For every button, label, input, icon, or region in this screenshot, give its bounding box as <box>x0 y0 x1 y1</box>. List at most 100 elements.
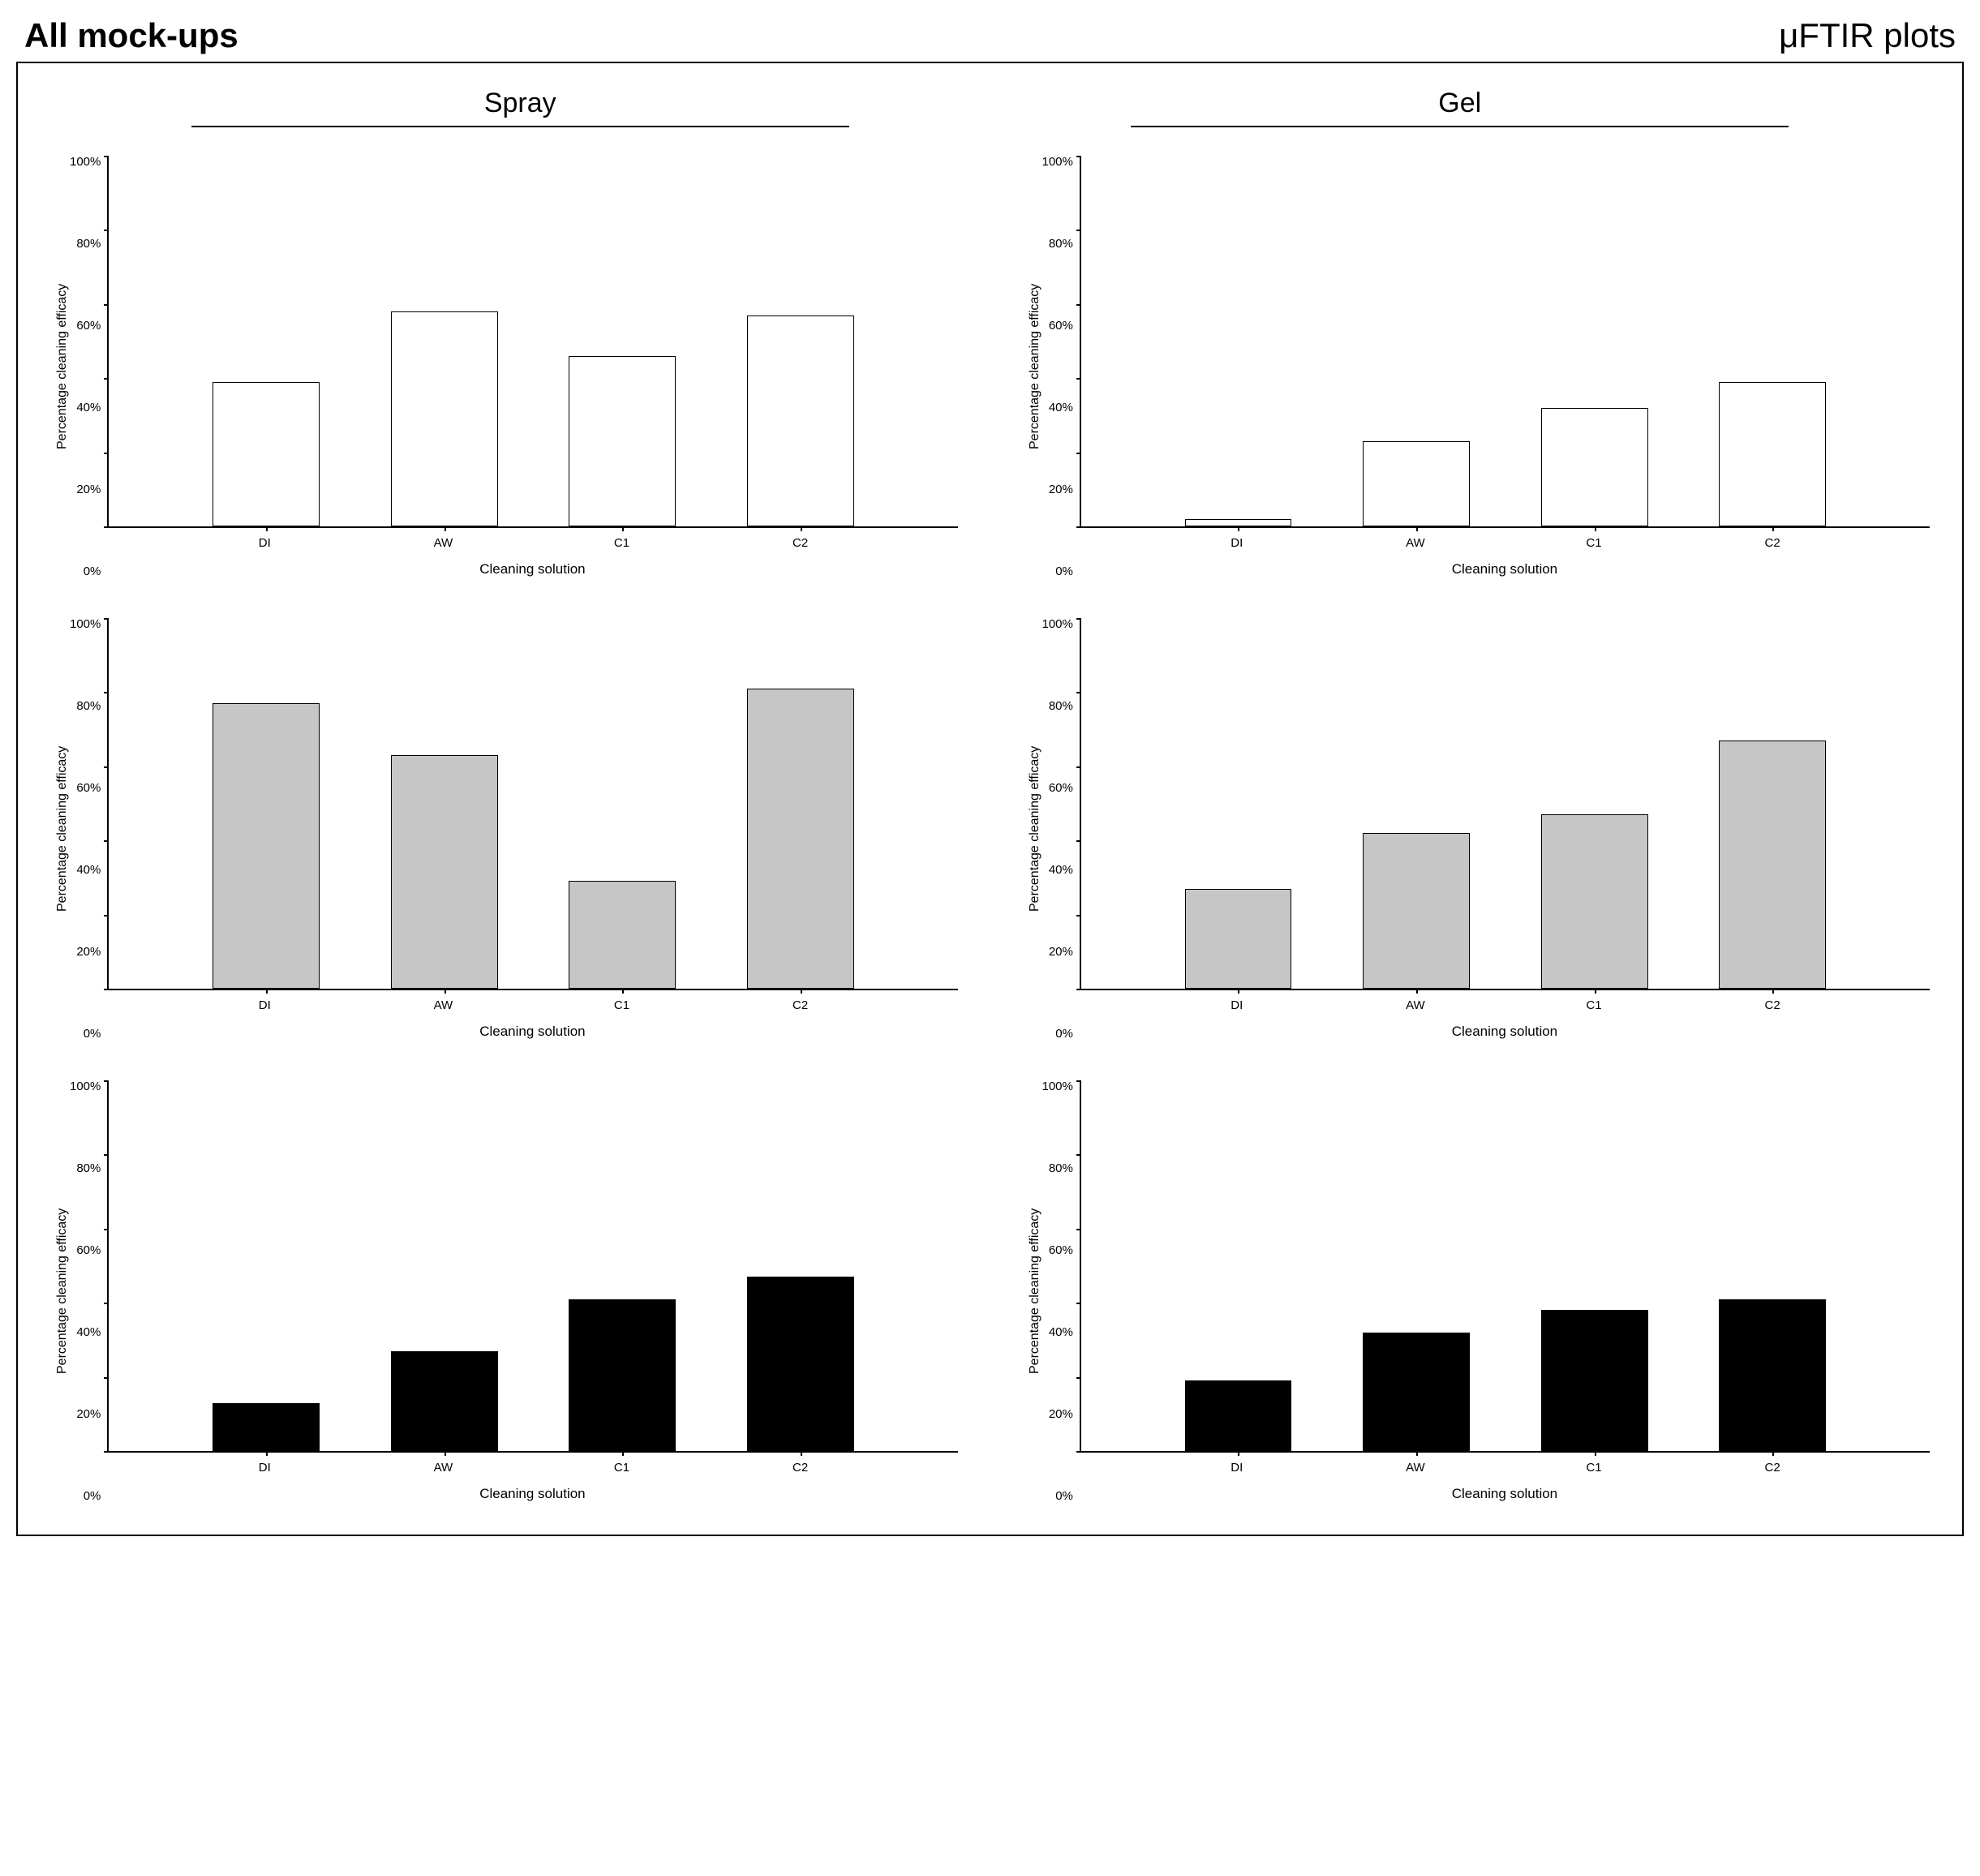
y-tick-label: 80% <box>1049 238 1073 250</box>
bar-DI <box>1185 519 1292 526</box>
y-tick-label: 20% <box>1049 946 1073 958</box>
y-tick-mark <box>1076 378 1081 380</box>
x-tick-label: AW <box>1362 998 1469 1012</box>
x-tick-mark <box>1772 989 1774 994</box>
y-axis-ticks: 100%80%60%40%20%0% <box>1042 618 1080 1040</box>
chart-container: Percentage cleaning efficacy100%80%60%40… <box>1023 1080 1931 1502</box>
y-tick-mark <box>104 1080 109 1082</box>
y-tick-label: 80% <box>1049 1162 1073 1174</box>
y-axis-ticks: 100%80%60%40%20%0% <box>1042 1080 1080 1502</box>
column-headers-row: Spray Gel <box>50 88 1930 127</box>
chart-container: Percentage cleaning efficacy100%80%60%40… <box>50 618 958 1040</box>
y-axis-label: Percentage cleaning efficacy <box>50 1080 70 1502</box>
column-header-gel: Gel <box>990 88 1931 127</box>
x-tick-label: C2 <box>1719 998 1826 1012</box>
x-tick-label: DI <box>211 1461 318 1475</box>
x-tick-label: DI <box>1183 536 1291 550</box>
y-tick-marks <box>1076 156 1081 526</box>
x-tick-mark <box>266 989 268 994</box>
y-axis-label: Percentage cleaning efficacy <box>1023 618 1042 1040</box>
x-tick-mark <box>1772 1451 1774 1456</box>
bars-region <box>107 618 957 990</box>
bar-C2 <box>747 689 854 989</box>
x-tick-label: C1 <box>1540 998 1647 1012</box>
y-tick-mark <box>104 618 109 620</box>
x-tick-marks <box>109 989 957 994</box>
y-tick-mark <box>1076 230 1081 231</box>
chart-cell-r2-c1: Percentage cleaning efficacy100%80%60%40… <box>1023 1080 1931 1502</box>
y-tick-mark <box>1076 156 1081 157</box>
chart-container: Percentage cleaning efficacy100%80%60%40… <box>1023 618 1931 1040</box>
y-tick-mark <box>1076 1080 1081 1082</box>
y-tick-label: 60% <box>1049 1244 1073 1256</box>
x-tick-marks <box>109 526 957 531</box>
x-axis-label: Cleaning solution <box>1080 561 1930 577</box>
y-axis-ticks: 100%80%60%40%20%0% <box>70 156 107 577</box>
y-tick-label: 40% <box>1049 864 1073 876</box>
x-tick-marks <box>1081 989 1930 994</box>
y-tick-label: 100% <box>70 618 101 630</box>
header-left-title: All mock-ups <box>24 16 238 55</box>
y-tick-mark <box>104 1303 109 1304</box>
bar-DI <box>213 1403 320 1451</box>
x-tick-label: AW <box>1362 1461 1469 1475</box>
y-tick-mark <box>104 304 109 306</box>
x-axis-ticks: DIAWC1C2 <box>107 1461 957 1475</box>
y-tick-mark <box>1076 692 1081 693</box>
bar-DI <box>213 382 320 526</box>
y-tick-label: 60% <box>76 1244 101 1256</box>
bar-DI <box>213 703 320 989</box>
x-tick-mark <box>622 989 624 994</box>
y-tick-label: 0% <box>1055 1490 1073 1502</box>
x-tick-mark <box>1238 526 1239 531</box>
x-axis-label: Cleaning solution <box>107 561 957 577</box>
x-tick-mark <box>445 526 446 531</box>
bars-region <box>107 1080 957 1453</box>
x-axis-ticks: DIAWC1C2 <box>1080 536 1930 550</box>
y-tick-mark <box>104 156 109 157</box>
bars-region <box>107 156 957 528</box>
x-axis-ticks: DIAWC1C2 <box>107 998 957 1012</box>
bar-C1 <box>1541 814 1648 989</box>
chart-cell-r0-c1: Percentage cleaning efficacy100%80%60%40… <box>1023 156 1931 577</box>
y-axis-ticks: 100%80%60%40%20%0% <box>70 618 107 1040</box>
plot-area: DIAWC1C2Cleaning solution <box>1080 156 1930 577</box>
underline <box>1131 126 1789 127</box>
y-tick-label: 100% <box>70 156 101 168</box>
bars-region <box>1080 618 1930 990</box>
x-tick-label: C1 <box>568 998 675 1012</box>
y-tick-mark <box>104 692 109 693</box>
x-tick-label: DI <box>211 998 318 1012</box>
underline <box>191 126 849 127</box>
y-tick-mark <box>104 840 109 842</box>
y-tick-marks <box>104 618 109 989</box>
x-axis-label: Cleaning solution <box>1080 1024 1930 1040</box>
y-tick-marks <box>1076 618 1081 989</box>
chart-container: Percentage cleaning efficacy100%80%60%40… <box>50 156 958 577</box>
bar-C2 <box>1719 1299 1826 1451</box>
y-tick-label: 80% <box>76 238 101 250</box>
x-tick-mark <box>1595 526 1596 531</box>
y-tick-mark <box>104 766 109 768</box>
x-axis-ticks: DIAWC1C2 <box>107 536 957 550</box>
x-axis-ticks: DIAWC1C2 <box>1080 1461 1930 1475</box>
y-tick-label: 40% <box>76 864 101 876</box>
y-axis-ticks: 100%80%60%40%20%0% <box>1042 156 1080 577</box>
x-tick-mark <box>1238 1451 1239 1456</box>
y-tick-marks <box>1076 1080 1081 1451</box>
bar-DI <box>1185 1380 1292 1451</box>
y-tick-label: 20% <box>1049 1408 1073 1420</box>
column-header-spray: Spray <box>50 88 990 127</box>
y-tick-mark <box>104 1154 109 1156</box>
x-tick-mark <box>1772 526 1774 531</box>
x-tick-marks <box>1081 526 1930 531</box>
x-tick-label: DI <box>211 536 318 550</box>
x-tick-mark <box>1238 989 1239 994</box>
y-tick-label: 20% <box>76 1408 101 1420</box>
y-tick-label: 40% <box>1049 1326 1073 1338</box>
x-tick-label: AW <box>1362 536 1469 550</box>
x-tick-label: DI <box>1183 1461 1291 1475</box>
bar-C1 <box>569 881 676 989</box>
x-tick-marks <box>1081 1451 1930 1456</box>
y-axis-label: Percentage cleaning efficacy <box>50 156 70 577</box>
